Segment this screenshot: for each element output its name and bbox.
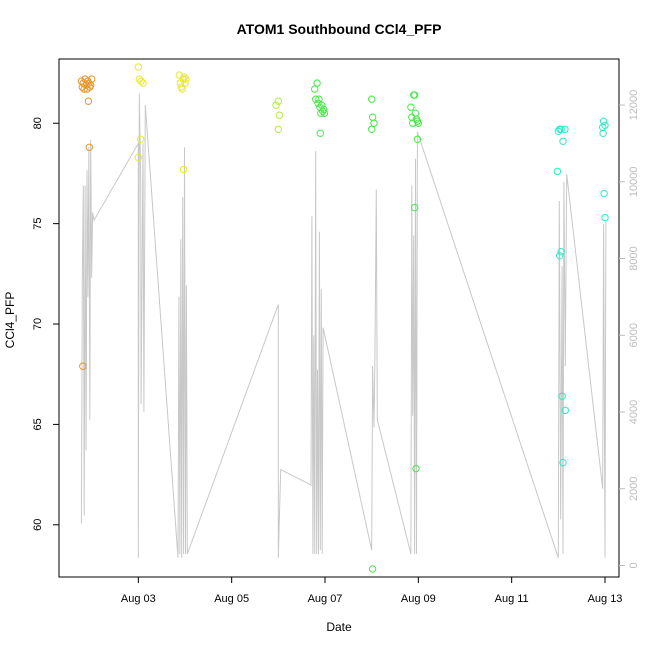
- y2-tick-label: 6000: [628, 323, 640, 347]
- y2-tick-label: 8000: [628, 246, 640, 270]
- data-point: [178, 85, 186, 93]
- data-point: [410, 91, 419, 99]
- data-point: [558, 392, 566, 400]
- x-axis-label: Date: [326, 620, 352, 634]
- x-tick-label: Aug 11: [495, 593, 529, 605]
- data-point: [368, 95, 376, 103]
- data-point: [601, 213, 609, 222]
- x-tick-label: Aug 13: [588, 593, 623, 605]
- data-point: [175, 71, 184, 79]
- data-point: [88, 75, 96, 83]
- data-point: [601, 121, 609, 130]
- data-point: [311, 85, 319, 93]
- x-tick-label: Aug 03: [121, 593, 156, 605]
- data-point: [410, 203, 419, 212]
- data-point: [135, 75, 144, 83]
- data-point: [318, 101, 326, 109]
- y-tick-label: 60: [32, 519, 44, 531]
- data-point: [368, 113, 377, 121]
- data-point: [559, 458, 567, 467]
- data-point: [557, 125, 565, 134]
- data-point: [409, 119, 417, 127]
- altitude-line: [80, 93, 607, 558]
- data-point: [312, 95, 320, 103]
- data-point: [85, 143, 94, 152]
- data-point: [561, 406, 569, 415]
- y-axis-label: CCl4_PFP: [3, 292, 17, 349]
- data-point: [599, 117, 608, 125]
- altitude-series: [80, 93, 607, 558]
- data-point: [139, 79, 147, 87]
- y2-tick-label: 12000: [628, 90, 640, 121]
- x-tick-label: Aug 07: [308, 593, 343, 605]
- y-axis-right: 0 2000 4000 6000 8000 10000 12000: [619, 90, 640, 569]
- chart-title: ATOM1 Southbound CCl4_PFP: [237, 21, 442, 37]
- data-point: [414, 119, 422, 127]
- data-point: [412, 464, 420, 473]
- x-axis: Aug 03 Aug 05 Aug 07 Aug 09 Aug 11 Aug 13: [121, 577, 623, 605]
- data-point: [599, 129, 607, 138]
- y-tick-label: 75: [32, 218, 44, 230]
- data-point: [182, 75, 190, 83]
- data-point: [368, 125, 376, 134]
- data-point: [84, 97, 93, 105]
- x-tick-label: Aug 05: [214, 593, 249, 605]
- data-point: [553, 167, 562, 176]
- data-point: [137, 135, 145, 144]
- data-point: [368, 565, 377, 573]
- data-point: [559, 137, 567, 146]
- data-point: [556, 252, 564, 260]
- data-point: [137, 77, 145, 85]
- x-tick-label: Aug 09: [401, 593, 436, 605]
- data-point: [179, 165, 188, 174]
- data-point: [181, 79, 189, 87]
- data-points: [77, 63, 609, 573]
- data-point: [370, 119, 378, 127]
- data-point: [274, 97, 282, 105]
- data-point: [78, 83, 87, 91]
- data-point: [407, 103, 415, 111]
- data-point: [320, 109, 329, 117]
- data-point: [134, 63, 143, 71]
- data-point: [315, 95, 323, 103]
- data-point: [600, 189, 608, 198]
- y-tick-label: 70: [32, 318, 44, 330]
- y2-tick-label: 4000: [628, 400, 640, 424]
- data-point: [79, 362, 87, 370]
- data-point: [272, 101, 280, 109]
- data-point: [561, 125, 569, 134]
- data-point: [411, 109, 420, 117]
- data-point: [316, 129, 324, 138]
- y2-tick-label: 2000: [628, 477, 640, 501]
- data-point: [275, 111, 283, 119]
- y-axis-left: 60 65 70 75 80: [32, 117, 59, 531]
- data-point: [319, 105, 328, 113]
- y2-tick-label: 10000: [628, 166, 640, 197]
- y-tick-label: 65: [32, 418, 44, 430]
- y-tick-label: 80: [32, 117, 44, 129]
- y2-tick-label: 0: [628, 562, 640, 568]
- data-point: [557, 248, 565, 256]
- data-point: [274, 125, 282, 134]
- data-point: [413, 135, 422, 144]
- data-point: [313, 79, 321, 87]
- data-point: [134, 153, 143, 162]
- data-point: [314, 99, 322, 107]
- plot-frame: [58, 58, 620, 578]
